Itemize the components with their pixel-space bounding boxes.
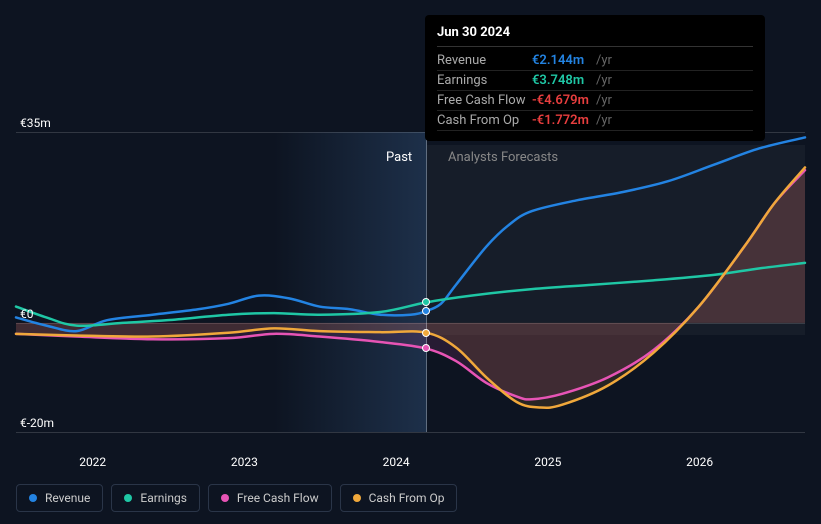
tooltip-value: €3.748m bbox=[532, 73, 592, 88]
past-forecast-divider bbox=[426, 132, 427, 432]
legend-label: Revenue bbox=[45, 491, 90, 505]
x-axis-label: 2023 bbox=[231, 455, 258, 469]
revenue-marker bbox=[422, 307, 430, 315]
x-axis-label: 2025 bbox=[534, 455, 561, 469]
legend-swatch bbox=[221, 494, 229, 502]
legend-item-earnings[interactable]: Earnings bbox=[111, 484, 200, 512]
tooltip-label: Free Cash Flow bbox=[437, 93, 532, 108]
tooltip-value: -€4.679m bbox=[532, 93, 592, 108]
tooltip-row: Cash From Op-€1.772m/yr bbox=[437, 111, 753, 131]
tooltip-value: -€1.772m bbox=[532, 113, 592, 128]
tooltip-date: Jun 30 2024 bbox=[437, 25, 753, 47]
legend-label: Earnings bbox=[140, 491, 187, 505]
tooltip-row: Revenue€2.144m/yr bbox=[437, 51, 753, 71]
tooltip-unit: /yr bbox=[596, 113, 612, 128]
tooltip-row: Free Cash Flow-€4.679m/yr bbox=[437, 91, 753, 111]
cashFromOp-line bbox=[16, 167, 805, 407]
x-axis-label: 2024 bbox=[383, 455, 410, 469]
tooltip-value: €2.144m bbox=[532, 53, 592, 68]
y-axis-label: €-20m bbox=[20, 416, 54, 430]
earnings-marker bbox=[422, 298, 430, 306]
tooltip-label: Cash From Op bbox=[437, 113, 532, 128]
freeCashFlow-area bbox=[16, 170, 805, 399]
revenue-line bbox=[16, 137, 805, 331]
legend-swatch bbox=[124, 494, 132, 502]
tooltip-row: Earnings€3.748m/yr bbox=[437, 71, 753, 91]
tooltip-unit: /yr bbox=[596, 73, 612, 88]
legend-item-revenue[interactable]: Revenue bbox=[16, 484, 103, 512]
legend-item-free-cash-flow[interactable]: Free Cash Flow bbox=[208, 484, 332, 512]
legend-label: Free Cash Flow bbox=[237, 491, 319, 505]
forecast-label: Analysts Forecasts bbox=[448, 150, 558, 165]
chart-tooltip: Jun 30 2024 Revenue€2.144m/yrEarnings€3.… bbox=[425, 15, 765, 141]
tooltip-unit: /yr bbox=[596, 93, 612, 108]
tooltip-label: Revenue bbox=[437, 53, 532, 68]
freeCashFlow-marker bbox=[422, 344, 430, 352]
chart-plot-area: €35m€0€-20m bbox=[16, 132, 805, 432]
x-axis-label: 2022 bbox=[79, 455, 106, 469]
legend-swatch bbox=[29, 494, 37, 502]
y-axis-label: €0 bbox=[20, 307, 34, 321]
cashFromOp-marker bbox=[422, 329, 430, 337]
chart-legend: Revenue Earnings Free Cash Flow Cash From O… bbox=[16, 484, 457, 512]
chart-lines-svg bbox=[16, 132, 805, 432]
x-axis-label: 2026 bbox=[686, 455, 713, 469]
y-axis-label: €35m bbox=[20, 116, 51, 130]
cashFromOp-area bbox=[16, 167, 805, 407]
freeCashFlow-line bbox=[16, 170, 805, 399]
legend-label: Cash From Op bbox=[369, 491, 445, 505]
tooltip-label: Earnings bbox=[437, 73, 532, 88]
tooltip-unit: /yr bbox=[596, 53, 612, 68]
legend-item-cash-from-op[interactable]: Cash From Op bbox=[340, 484, 458, 512]
past-label: Past bbox=[386, 150, 412, 165]
legend-swatch bbox=[353, 494, 361, 502]
y-gridline bbox=[16, 432, 805, 433]
